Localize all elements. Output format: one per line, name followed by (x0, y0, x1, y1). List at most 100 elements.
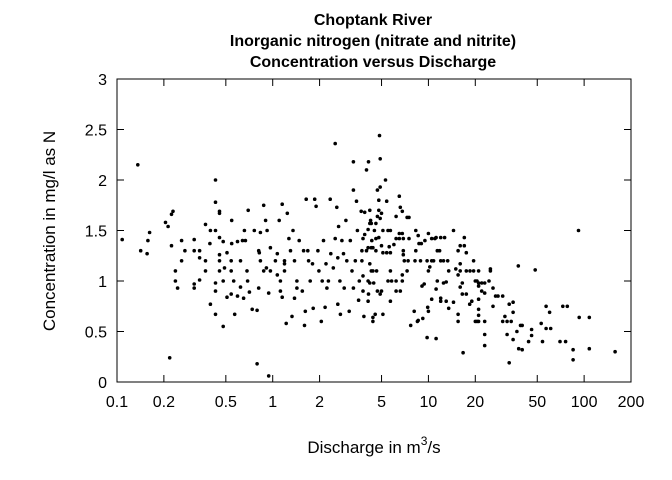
data-point (370, 238, 374, 243)
data-point (587, 315, 592, 320)
data-point (203, 222, 208, 227)
data-point (388, 250, 393, 255)
x-tick-label: 200 (618, 394, 645, 411)
data-point (287, 236, 291, 241)
data-point (408, 323, 413, 328)
x-tick-label: 0.5 (215, 394, 237, 411)
data-point (295, 279, 299, 283)
data-point (323, 305, 327, 310)
data-point (171, 209, 175, 214)
x-tick-label: 0.2 (153, 394, 175, 411)
data-point (394, 214, 398, 219)
data-point (275, 251, 280, 256)
data-point (503, 314, 507, 319)
data-point (529, 327, 534, 332)
data-point (347, 309, 352, 314)
data-point (458, 262, 463, 266)
data-point (374, 236, 378, 241)
data-point (282, 269, 287, 273)
data-point (464, 292, 469, 296)
data-point (252, 228, 257, 233)
data-point (361, 274, 365, 278)
data-point (329, 251, 333, 256)
data-point (266, 291, 271, 295)
data-point (400, 279, 405, 283)
data-point (173, 269, 178, 273)
y-axis-label: Concentration in mg/l as N (40, 131, 59, 331)
data-point (320, 279, 325, 283)
data-point (310, 262, 315, 266)
data-point (173, 279, 178, 283)
x-axis-label: Discharge in m3/s (307, 434, 440, 457)
data-point (500, 319, 505, 324)
data-point (454, 267, 458, 271)
data-point (319, 319, 324, 324)
data-point (516, 346, 521, 351)
data-point (416, 233, 421, 238)
data-point (613, 349, 617, 354)
data-point (231, 279, 236, 283)
data-point (221, 279, 225, 283)
data-point (217, 269, 222, 273)
data-point (268, 245, 273, 250)
data-point (303, 309, 308, 314)
data-point (381, 312, 385, 317)
data-point (308, 279, 313, 283)
data-point (183, 248, 187, 253)
data-point (366, 245, 370, 250)
data-point (351, 160, 356, 164)
data-point (476, 307, 481, 312)
data-point (476, 269, 481, 273)
data-point (163, 220, 168, 225)
data-point (384, 199, 389, 203)
data-point (446, 306, 451, 311)
data-point (261, 203, 266, 208)
data-point (464, 250, 469, 255)
data-point (266, 374, 271, 378)
y-tick-label: 3 (98, 72, 107, 89)
data-point (460, 292, 465, 296)
data-point (338, 279, 342, 283)
data-point (563, 339, 568, 344)
data-point (378, 185, 383, 189)
x-tick-label: 5 (377, 394, 386, 411)
data-point (462, 235, 467, 240)
data-point (222, 266, 227, 270)
data-point (288, 248, 293, 253)
data-point (379, 243, 384, 248)
data-point (366, 299, 370, 304)
data-point (217, 259, 222, 263)
data-point (526, 339, 531, 344)
chart-title-line-3: Concentration versus Discharge (250, 54, 496, 71)
data-point (471, 269, 476, 273)
data-point (413, 259, 417, 263)
data-point (328, 197, 333, 201)
y-tick-label: 1.5 (85, 224, 107, 241)
data-point (386, 279, 390, 283)
data-point (368, 208, 372, 213)
data-point (398, 289, 403, 293)
data-point (392, 242, 396, 247)
data-point (374, 269, 379, 273)
data-point (509, 319, 513, 324)
data-point (379, 211, 384, 216)
data-point (377, 198, 381, 202)
data-point (366, 160, 371, 164)
data-point (353, 259, 358, 263)
data-point (245, 279, 250, 283)
data-point (394, 236, 398, 241)
data-point (316, 248, 320, 253)
data-point (397, 231, 402, 236)
data-point (462, 243, 467, 248)
data-point (470, 299, 474, 304)
data-point (240, 238, 245, 243)
data-point (362, 210, 367, 215)
data-point (284, 321, 289, 326)
data-point (366, 227, 370, 232)
data-point (426, 309, 431, 314)
data-point (422, 282, 427, 286)
data-point (384, 250, 389, 255)
data-point (505, 332, 509, 337)
data-point (476, 313, 481, 318)
